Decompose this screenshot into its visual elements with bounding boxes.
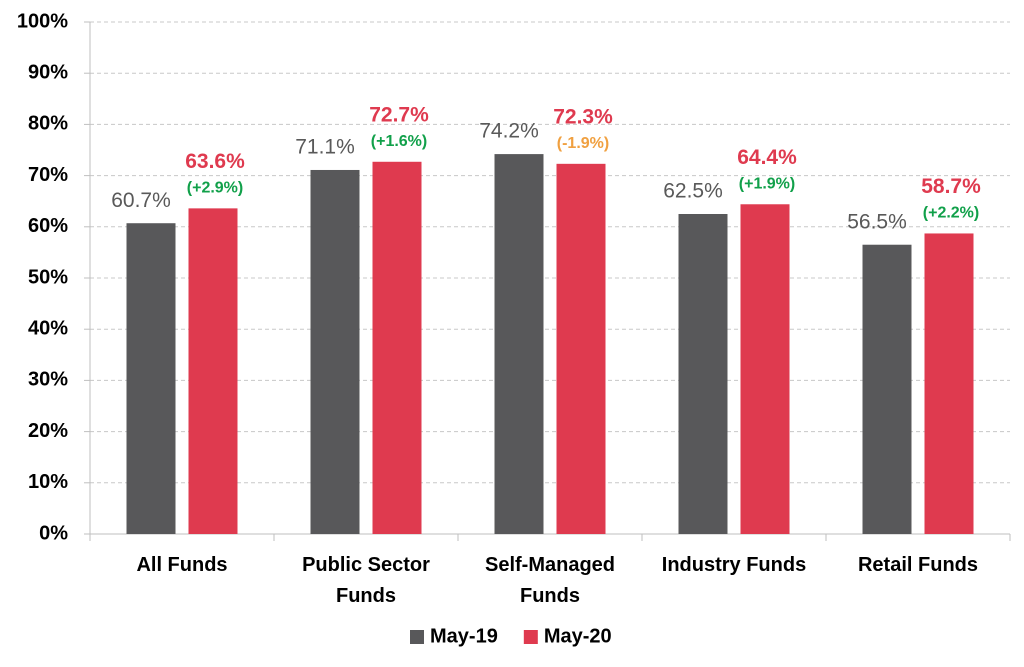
bar (924, 233, 974, 534)
x-tick-label: All Funds (136, 554, 228, 576)
y-tick-label: 70% (28, 164, 68, 186)
value-label: 56.5% (847, 210, 907, 233)
value-label: 62.5% (663, 180, 723, 203)
bar (310, 169, 360, 534)
y-tick-label: 20% (28, 420, 68, 442)
value-label: 64.4% (737, 146, 797, 169)
value-label: 72.3% (553, 105, 613, 128)
change-annotation: (+1.6%) (371, 133, 427, 150)
x-tick-label: Retail Funds (857, 554, 978, 576)
bar (556, 163, 606, 534)
x-tick-label: Self-Managed Funds (484, 554, 616, 607)
change-annotation: (-1.9%) (557, 135, 609, 152)
legend-swatch (410, 630, 424, 644)
y-tick-label: 100% (17, 10, 68, 32)
bar (188, 208, 238, 535)
value-label: 63.6% (185, 150, 245, 173)
bar (740, 204, 790, 534)
y-tick-label: 80% (28, 113, 68, 135)
y-tick-label: 0% (39, 522, 68, 544)
bar (678, 214, 728, 534)
value-label: 58.7% (921, 175, 981, 198)
bar (372, 161, 422, 534)
y-tick-label: 50% (28, 266, 68, 288)
x-tick-label: Public Sector Funds (302, 554, 430, 607)
legend-label: May-19 (430, 625, 498, 647)
value-label: 60.7% (111, 189, 171, 212)
bar (494, 154, 544, 534)
y-tick-label: 90% (28, 61, 68, 83)
value-label: 71.1% (295, 136, 355, 159)
value-label: 74.2% (479, 120, 539, 143)
y-tick-label: 10% (28, 471, 68, 493)
change-annotation: (+1.9%) (739, 175, 795, 192)
value-label: 72.7% (369, 103, 429, 126)
bar (862, 244, 912, 534)
legend-label: May-20 (544, 625, 612, 647)
bar (126, 223, 176, 534)
x-tick-label: Industry Funds (661, 554, 807, 576)
y-tick-label: 60% (28, 215, 68, 237)
y-tick-label: 40% (28, 317, 68, 339)
change-annotation: (+2.9%) (187, 180, 243, 197)
change-annotation: (+2.2%) (923, 205, 979, 222)
y-tick-label: 30% (28, 369, 68, 391)
legend-swatch (523, 630, 538, 644)
